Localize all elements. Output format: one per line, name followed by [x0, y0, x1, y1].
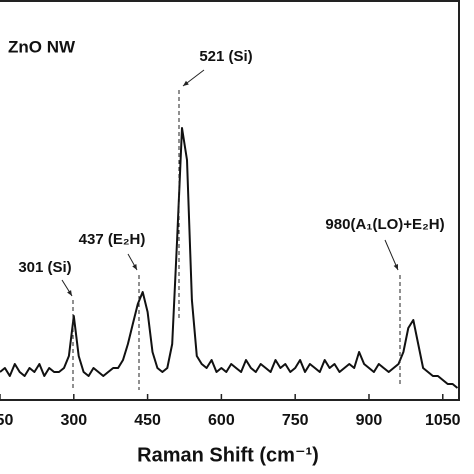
arrow-head [67, 290, 72, 296]
x-axis-label: Raman Shift (cm⁻¹) [137, 444, 319, 466]
x-tick-label: 750 [282, 412, 309, 429]
x-tick-label: 300 [60, 412, 87, 429]
x-tick-label: 900 [356, 412, 383, 429]
peak-annotation: 301 (Si) [18, 259, 71, 276]
spectrum-line [0, 127, 459, 389]
x-tick-label: 450 [134, 412, 161, 429]
peak-annotation: 980(A₁(LO)+E₂H) [325, 216, 444, 233]
x-tick-label: 1050 [425, 412, 461, 429]
arrow-head [393, 264, 398, 270]
chart-title: ZnO NW [8, 37, 76, 56]
x-tick-label: 600 [208, 412, 235, 429]
plot-frame [0, 0, 460, 401]
peak-annotation: 437 (E₂H) [79, 231, 146, 248]
arrow-head [183, 80, 189, 86]
x-tick-label: 150 [0, 412, 13, 429]
peak-annotation: 521 (Si) [199, 48, 252, 65]
arrow-head [132, 264, 137, 270]
